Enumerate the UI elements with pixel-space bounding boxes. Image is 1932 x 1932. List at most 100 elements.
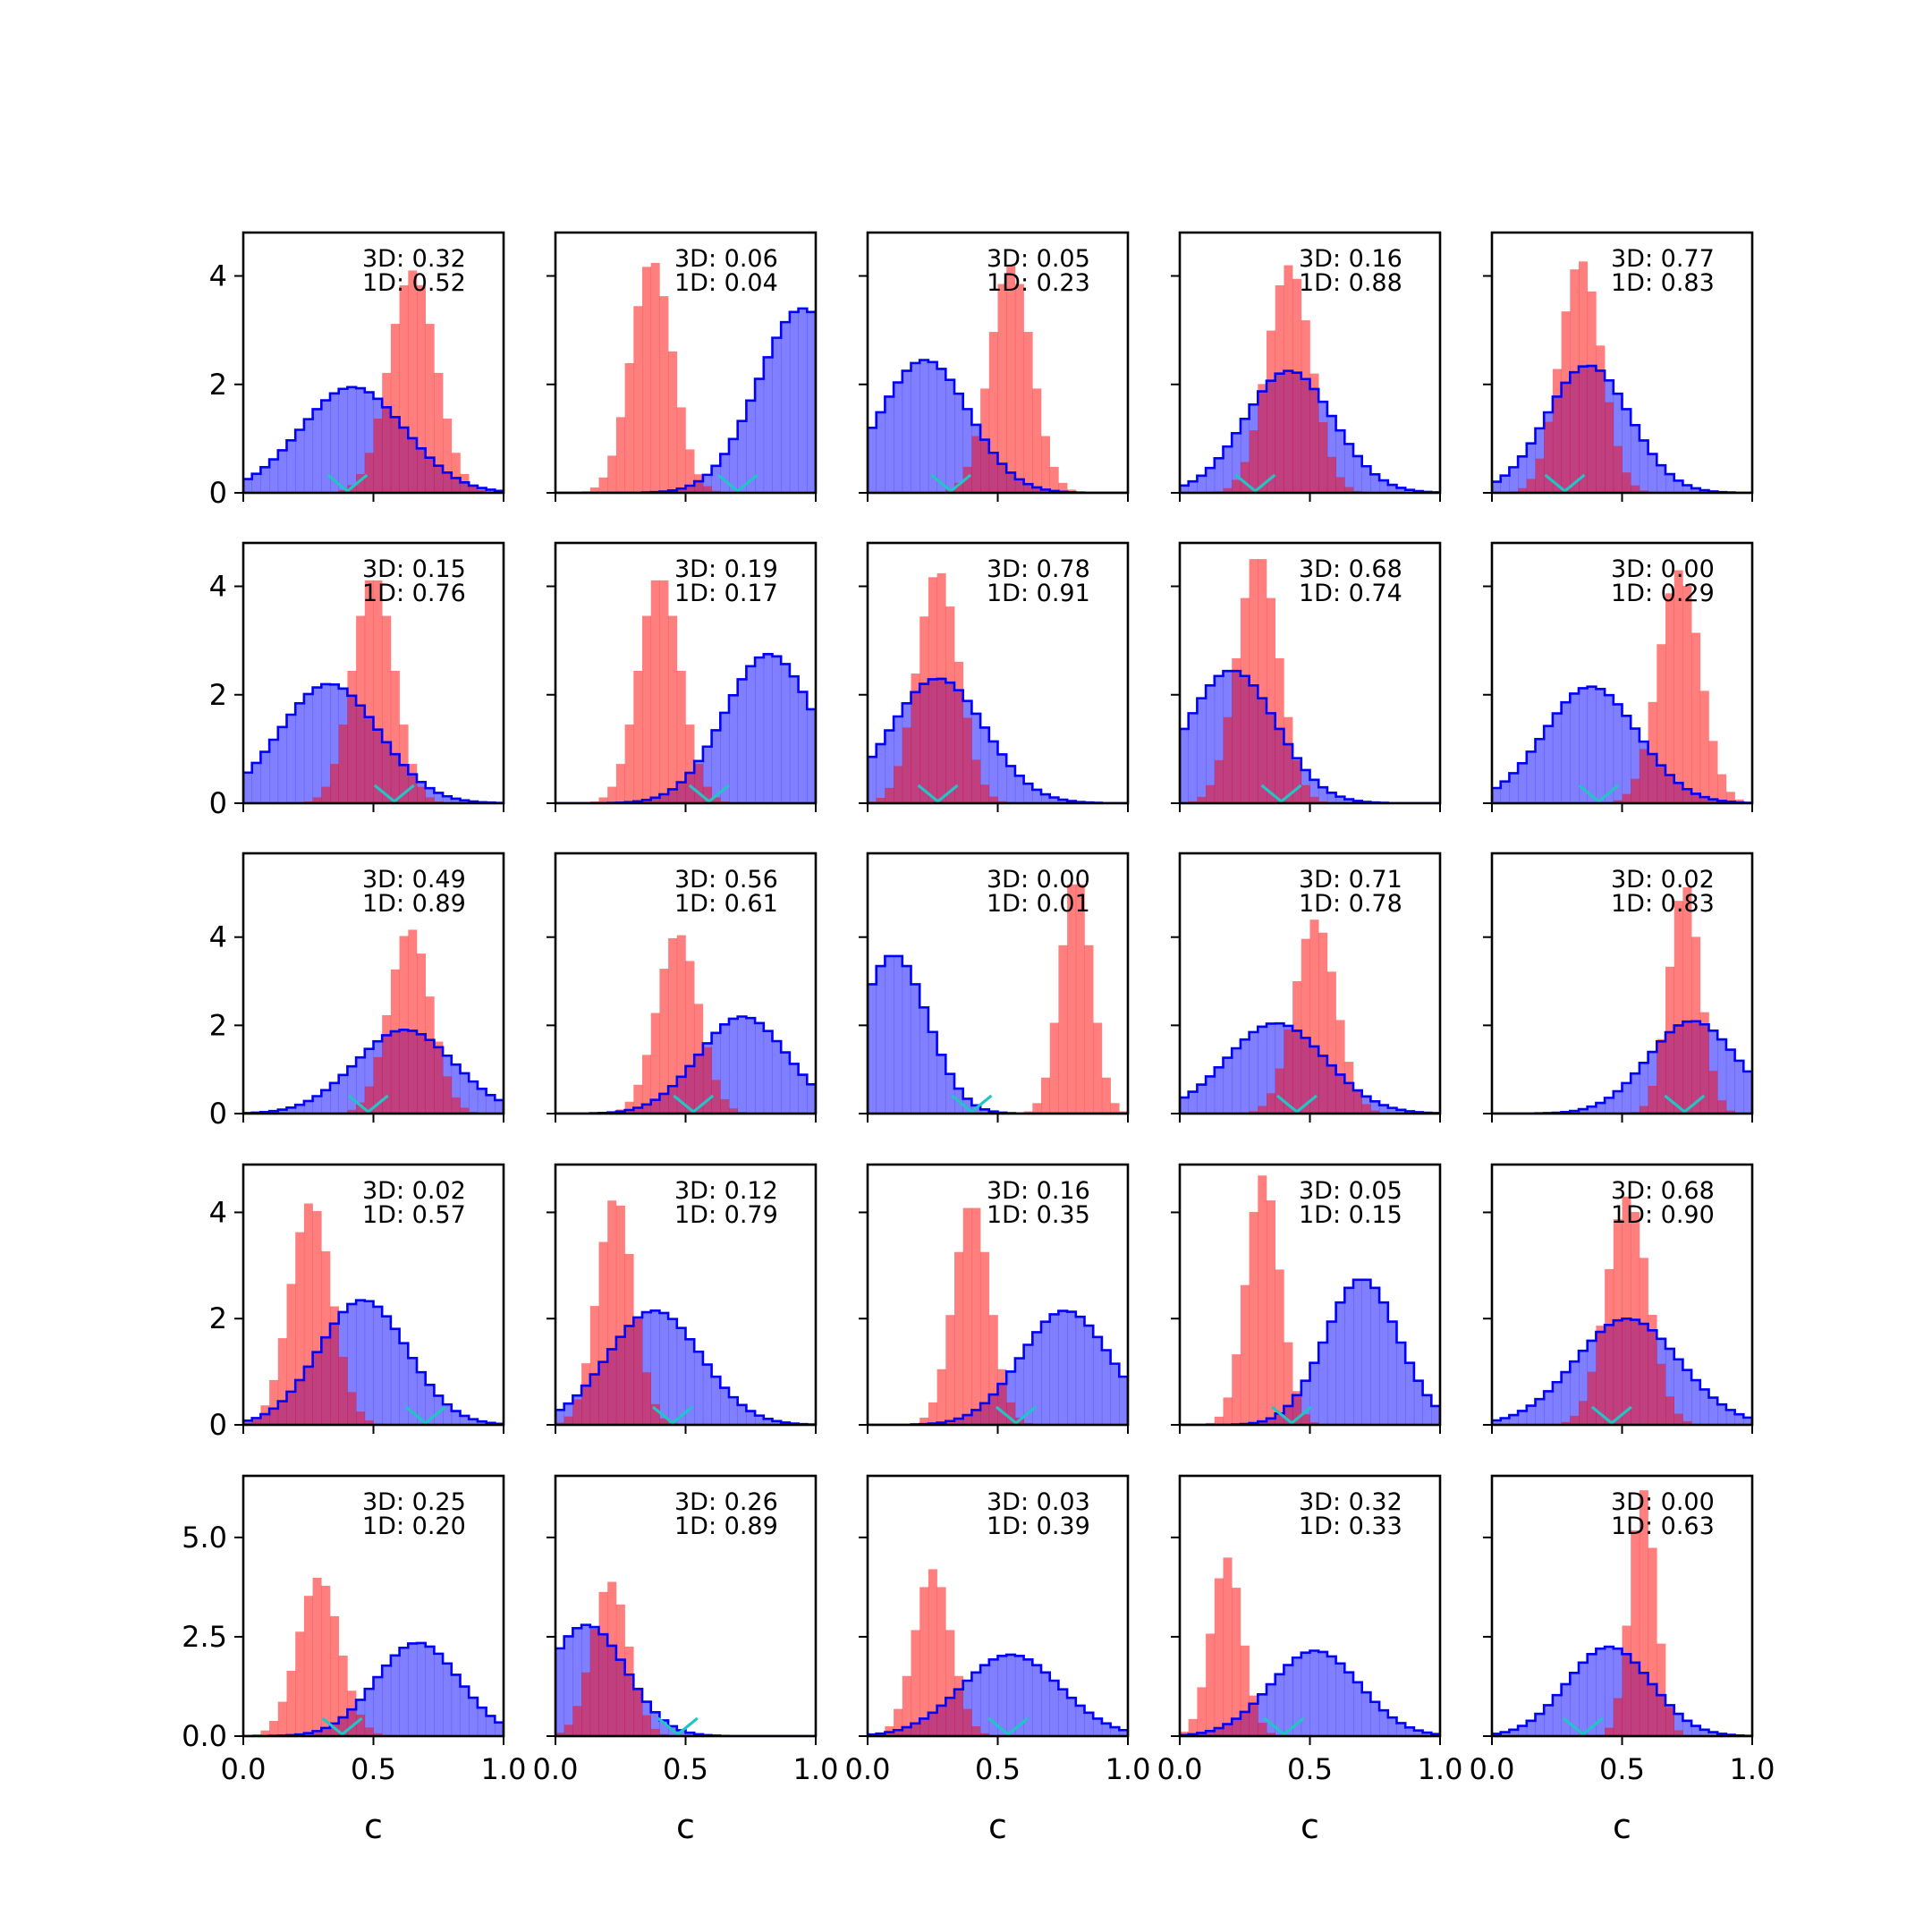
blue-bar	[1318, 1343, 1328, 1425]
red-bar	[1318, 932, 1328, 1114]
blue-bar	[1326, 416, 1336, 493]
annotation-1d: 1D: 0.88	[1299, 269, 1402, 297]
red-bar	[260, 1730, 270, 1736]
blue-bar	[486, 1095, 496, 1114]
red-bar	[607, 1581, 617, 1736]
blue-bar	[1518, 1725, 1528, 1736]
blue-bar	[1518, 1411, 1528, 1425]
red-bar	[1631, 1211, 1640, 1425]
blue-bar	[356, 1057, 366, 1114]
blue-bar	[894, 382, 903, 493]
red-bar	[711, 1080, 721, 1114]
blue-step-outline	[555, 1015, 816, 1114]
blue-bar	[1309, 1650, 1319, 1736]
blue-bar	[1725, 1410, 1735, 1425]
red-bar	[321, 786, 331, 803]
blue-bar	[685, 1733, 695, 1736]
check-marker	[1544, 473, 1586, 493]
red-bar	[720, 1098, 730, 1114]
check-marker	[651, 1405, 693, 1425]
red-bar	[373, 1056, 383, 1114]
red-bar	[469, 485, 479, 493]
red-bar	[1041, 1077, 1050, 1114]
red-bar	[581, 1363, 591, 1425]
y-tick-label: 0	[209, 476, 227, 510]
blue-bar	[962, 409, 972, 493]
red-bar	[1232, 1588, 1241, 1736]
blue-bar	[763, 654, 773, 803]
red-bar	[399, 936, 409, 1114]
blue-bar	[564, 1403, 573, 1425]
red-bar	[1206, 1633, 1216, 1736]
blue-bar	[286, 440, 296, 493]
blue-bar	[1570, 1361, 1580, 1425]
y-tick-label: 2	[209, 1008, 227, 1042]
red-bar	[919, 1587, 929, 1736]
blue-bar	[746, 665, 756, 803]
red-bar	[1613, 445, 1623, 493]
blue-bar	[1691, 1380, 1701, 1425]
red-bar	[928, 1402, 937, 1425]
annotation-3d: 3D: 0.03	[987, 1488, 1090, 1516]
blue-bar	[1396, 1723, 1406, 1736]
red-bar	[962, 1708, 972, 1736]
red-bar	[702, 786, 712, 803]
blue-bar	[1587, 686, 1597, 803]
blue-bar	[746, 400, 756, 493]
blue-bar	[417, 1642, 426, 1736]
blue-bar	[1180, 485, 1189, 493]
check-marker	[930, 473, 972, 493]
blue-bar	[460, 1686, 470, 1736]
blue-bar	[1361, 1692, 1371, 1736]
annotation-1d: 1D: 0.74	[1299, 580, 1402, 607]
blue-bar	[763, 357, 773, 493]
red-bar	[1284, 716, 1293, 803]
blue-bar	[1535, 1399, 1545, 1425]
blue-bar	[971, 713, 981, 803]
blue-bar	[928, 1031, 937, 1114]
annotation-1d: 1D: 0.17	[674, 580, 778, 607]
x-tick-label: 0.0	[1470, 1752, 1515, 1786]
red-bar	[1665, 1707, 1674, 1736]
blue-bar	[763, 1030, 773, 1114]
blue-step-outline	[1492, 685, 1752, 803]
blue-bar	[277, 726, 287, 803]
blue-bar	[1335, 1302, 1345, 1425]
blue-bar	[330, 1082, 339, 1114]
blue-bar	[1413, 1380, 1423, 1425]
red-bar	[668, 615, 678, 803]
red-bar	[1717, 1100, 1727, 1114]
red-bar	[347, 1392, 357, 1425]
blue-bar	[1249, 1031, 1258, 1114]
red-bar	[373, 419, 383, 493]
blue-bar	[1613, 1091, 1623, 1114]
check-marker	[1234, 473, 1276, 493]
blue-bar	[789, 1063, 799, 1114]
panel-plot-area	[1492, 261, 1752, 493]
annotation-3d: 3D: 0.77	[1611, 245, 1715, 273]
blue-bar	[1422, 1394, 1432, 1425]
blue-bar	[1370, 1101, 1380, 1114]
blue-bar	[885, 955, 894, 1114]
annotation-1d: 1D: 0.57	[362, 1201, 466, 1229]
red-bar	[390, 324, 400, 493]
blue-bar	[1049, 1681, 1059, 1736]
panel-plot-area	[243, 270, 504, 493]
annotation-1d: 1D: 0.78	[1299, 890, 1402, 918]
blue-bar	[1014, 1358, 1024, 1425]
blue-bar	[399, 1343, 409, 1425]
blue-bar	[1691, 487, 1701, 493]
red-bar	[303, 1596, 313, 1736]
blue-bar	[555, 1410, 564, 1425]
annotation-3d: 3D: 0.32	[362, 245, 466, 273]
red-bar	[338, 489, 348, 493]
blue-bar	[390, 1328, 400, 1425]
blue-bar	[911, 362, 920, 493]
y-tick-label: 0.0	[182, 1719, 227, 1753]
annotation-1d: 1D: 0.63	[1611, 1513, 1715, 1540]
blue-bar	[729, 695, 738, 803]
blue-bar	[1093, 1336, 1103, 1425]
blue-bar	[303, 693, 313, 803]
